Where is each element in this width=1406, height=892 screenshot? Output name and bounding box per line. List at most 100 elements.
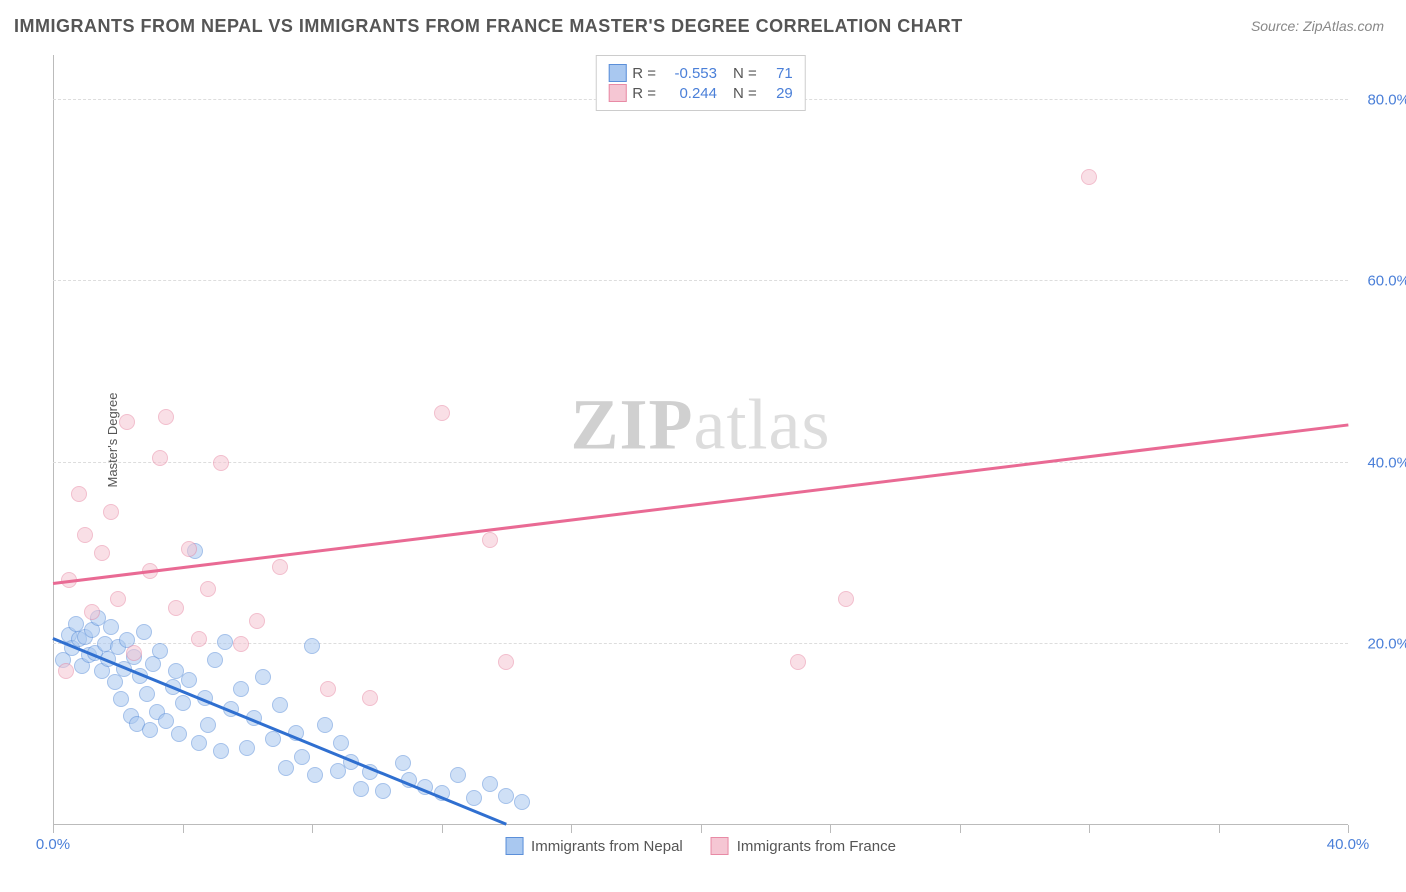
trend-line [53, 637, 507, 825]
legend-n-label: N = [733, 85, 757, 102]
y-tick-label: 60.0% [1367, 273, 1406, 290]
data-point [142, 722, 158, 738]
data-point [181, 672, 197, 688]
data-point [119, 414, 135, 430]
legend-r-label: R = [632, 85, 656, 102]
data-point [103, 504, 119, 520]
x-tick [53, 825, 54, 833]
data-point [790, 654, 806, 670]
data-point [249, 613, 265, 629]
data-point [278, 760, 294, 776]
data-point [466, 790, 482, 806]
legend-r-label: R = [632, 65, 656, 82]
legend-swatch [608, 84, 626, 102]
data-point [272, 559, 288, 575]
x-tick-label: 40.0% [1327, 836, 1370, 853]
data-point [217, 634, 233, 650]
watermark: ZIPatlas [571, 383, 831, 466]
data-point [103, 619, 119, 635]
data-point [158, 713, 174, 729]
data-point [450, 767, 466, 783]
data-point [191, 735, 207, 751]
data-point [168, 600, 184, 616]
watermark-light: atlas [694, 384, 831, 464]
x-legend-label: Immigrants from Nepal [531, 838, 683, 855]
legend-r-value: 0.244 [662, 85, 717, 102]
legend-swatch [608, 64, 626, 82]
x-tick [1219, 825, 1220, 833]
y-tick-label: 80.0% [1367, 92, 1406, 109]
data-point [233, 681, 249, 697]
y-tick-label: 40.0% [1367, 454, 1406, 471]
data-point [294, 749, 310, 765]
data-point [200, 717, 216, 733]
x-legend-item: Immigrants from Nepal [505, 837, 683, 855]
data-point [307, 767, 323, 783]
grid-line [53, 462, 1348, 463]
watermark-bold: ZIP [571, 384, 694, 464]
data-point [136, 624, 152, 640]
data-point [207, 652, 223, 668]
data-point [110, 591, 126, 607]
x-tick [571, 825, 572, 833]
grid-line [53, 280, 1348, 281]
data-point [158, 409, 174, 425]
x-tick-label: 0.0% [36, 836, 70, 853]
data-point [139, 686, 155, 702]
legend-r-value: -0.553 [662, 65, 717, 82]
x-legend: Immigrants from Nepal Immigrants from Fra… [505, 837, 896, 855]
data-point [84, 604, 100, 620]
plot-area: Master's Degree ZIPatlas 20.0%40.0%60.0%… [53, 55, 1348, 825]
data-point [71, 486, 87, 502]
data-point [482, 532, 498, 548]
data-point [320, 681, 336, 697]
data-point [333, 735, 349, 751]
data-point [113, 691, 129, 707]
legend-row: R = 0.244 N = 29 [608, 84, 793, 102]
legend-swatch [505, 837, 523, 855]
x-tick [442, 825, 443, 833]
y-tick-label: 20.0% [1367, 635, 1406, 652]
data-point [838, 591, 854, 607]
data-point [395, 755, 411, 771]
x-tick [830, 825, 831, 833]
x-legend-item: Immigrants from France [711, 837, 896, 855]
data-point [482, 776, 498, 792]
stats-legend: R = -0.553 N = 71 R = 0.244 N = 29 [595, 55, 806, 111]
data-point [213, 743, 229, 759]
source-attribution: Source: ZipAtlas.com [1251, 18, 1384, 34]
data-point [213, 455, 229, 471]
data-point [255, 669, 271, 685]
data-point [94, 545, 110, 561]
data-point [362, 690, 378, 706]
data-point [265, 731, 281, 747]
data-point [200, 581, 216, 597]
y-axis-line [53, 55, 54, 825]
data-point [126, 645, 142, 661]
x-tick [312, 825, 313, 833]
data-point [498, 654, 514, 670]
data-point [191, 631, 207, 647]
data-point [239, 740, 255, 756]
data-point [171, 726, 187, 742]
data-point [375, 783, 391, 799]
y-axis-label: Master's Degree [105, 393, 120, 488]
legend-swatch [711, 837, 729, 855]
data-point [58, 663, 74, 679]
data-point [434, 405, 450, 421]
legend-n-value: 29 [763, 85, 793, 102]
trend-line [53, 424, 1348, 585]
chart-title: IMMIGRANTS FROM NEPAL VS IMMIGRANTS FROM… [14, 16, 963, 37]
data-point [233, 636, 249, 652]
data-point [514, 794, 530, 810]
x-tick [960, 825, 961, 833]
data-point [152, 450, 168, 466]
x-tick [1089, 825, 1090, 833]
x-tick [183, 825, 184, 833]
x-tick [1348, 825, 1349, 833]
data-point [1081, 169, 1097, 185]
data-point [181, 541, 197, 557]
data-point [77, 527, 93, 543]
legend-n-value: 71 [763, 65, 793, 82]
data-point [152, 643, 168, 659]
